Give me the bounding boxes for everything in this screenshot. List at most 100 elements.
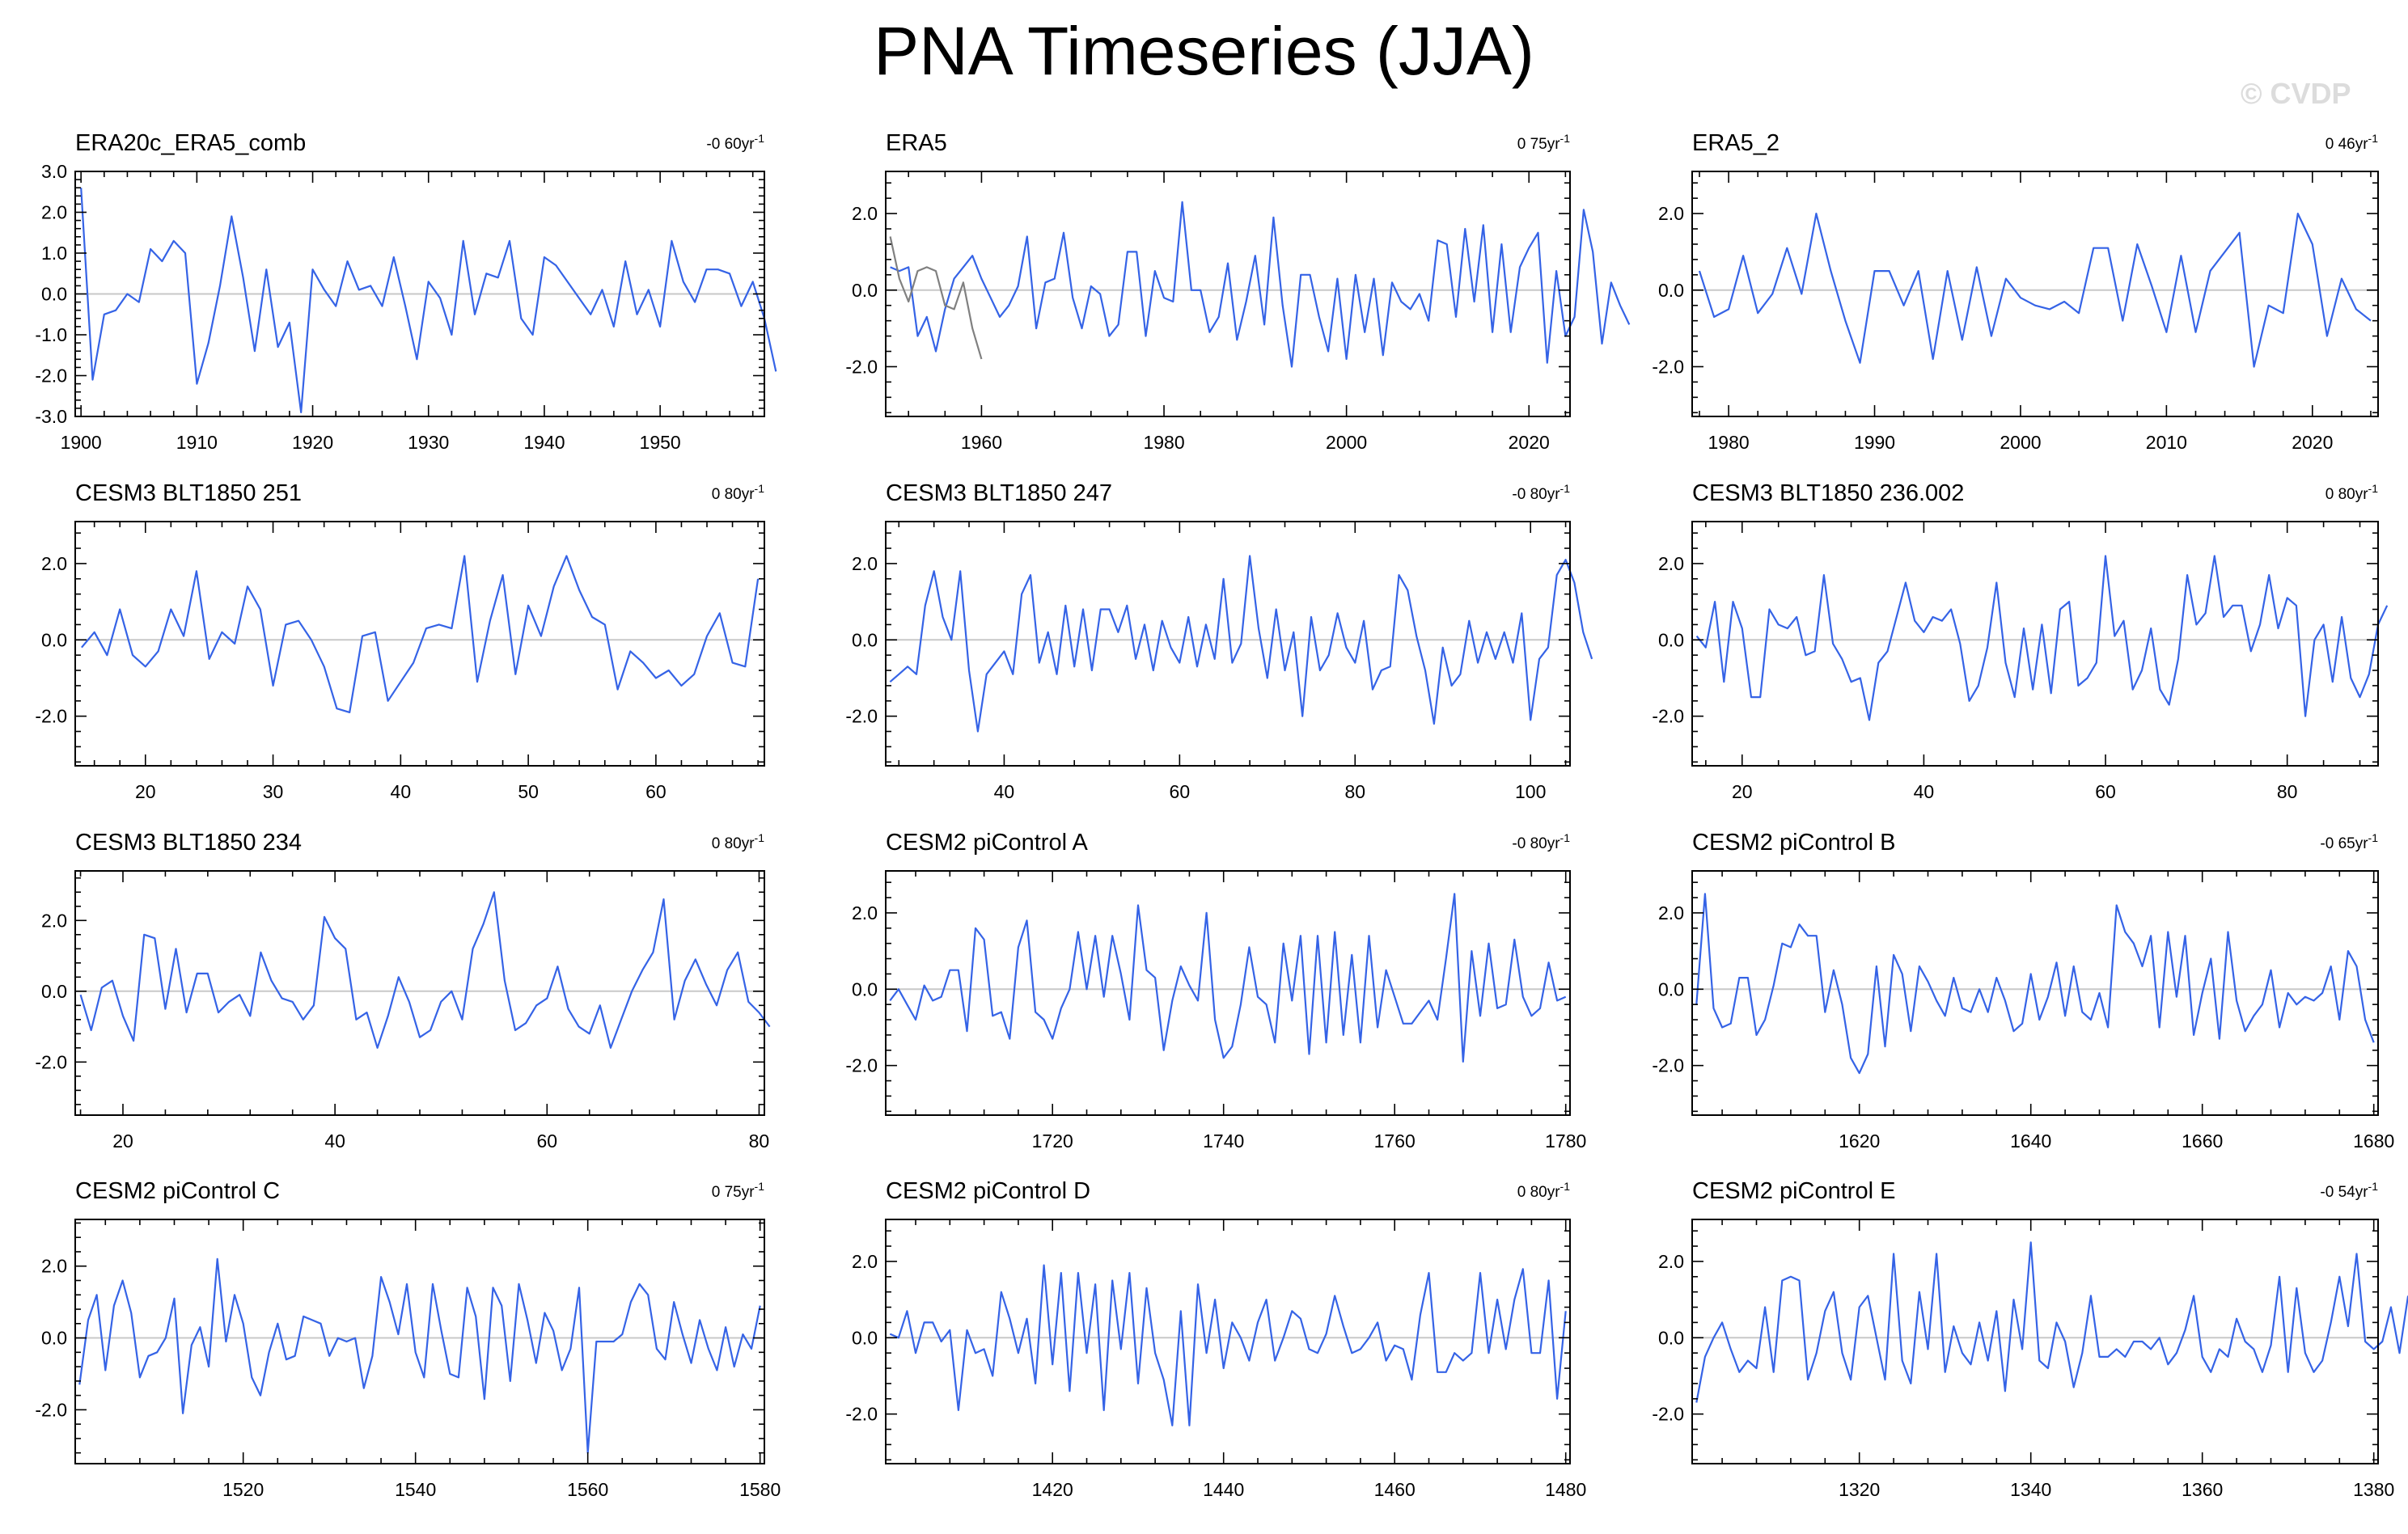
y-tick-label: 2.0: [852, 1251, 878, 1272]
trend-label: 0 75yr-1: [1517, 132, 1570, 153]
y-tick-label: -2.0: [845, 706, 878, 727]
x-tick-label: 1720: [1032, 1130, 1073, 1152]
y-tick-label: -2.0: [35, 1399, 67, 1420]
y-tick-label: 0.0: [1658, 280, 1684, 301]
trend-value: -0 80yr: [1512, 835, 1560, 852]
trend-value: -0 54yr: [2320, 1184, 2368, 1201]
x-tick-label: 1940: [523, 432, 565, 453]
panel-title: CESM3 BLT1850 247: [886, 480, 1112, 506]
x-tick-label: 1980: [1143, 432, 1184, 453]
plot-frame: [1691, 1219, 2379, 1464]
y-tick-label: 0.0: [41, 629, 67, 650]
page-title: PNA Timeseries (JJA): [874, 13, 1534, 89]
series-line: [78, 1257, 761, 1454]
x-tick-label: 1960: [961, 432, 1002, 453]
chart-panel-era5: 1960 1980 2000 2020 -2.0 0.0 2.0 ERA5 0 75yr-1: [845, 130, 1631, 453]
x-tick-label: 60: [536, 1130, 557, 1152]
series-line: [80, 188, 777, 413]
y-tick-label: 2.0: [41, 202, 67, 223]
y-tick-label: 0.0: [1658, 1327, 1684, 1348]
trend-value: 0 80yr: [2325, 486, 2368, 503]
y-tick-label: 0.0: [41, 284, 67, 305]
x-tick-label: 40: [1914, 781, 1935, 802]
trend-unit-exponent: -1: [755, 132, 765, 145]
panel-title: ERA5: [886, 130, 947, 156]
series-line: [890, 201, 1631, 368]
trend-value: -0 80yr: [1512, 486, 1560, 503]
trend-label: -0 80yr-1: [1512, 831, 1570, 852]
x-tick-label: 100: [1515, 781, 1546, 802]
series-line: [1695, 555, 2389, 721]
trend-unit-exponent: -1: [1560, 1180, 1571, 1193]
x-tick-label: 1360: [2182, 1479, 2223, 1500]
y-tick-label: 0.0: [41, 981, 67, 1002]
trend-label: -0 54yr-1: [2320, 1180, 2378, 1201]
series-line: [889, 1264, 1567, 1426]
x-tick-label: 20: [135, 781, 156, 802]
x-tick-label: 1660: [2182, 1130, 2223, 1152]
trend-unit-exponent: -1: [2368, 132, 2379, 145]
trend-value: 0 80yr: [712, 486, 755, 503]
panel-title: ERA20c_ERA5_comb: [75, 130, 306, 156]
y-tick-label: 0.0: [852, 280, 878, 301]
x-tick-label: 1380: [2353, 1479, 2394, 1500]
series-line: [889, 555, 1593, 733]
x-tick-label: 2020: [2292, 432, 2333, 453]
series-line: [81, 555, 760, 714]
x-tick-label: 1420: [1032, 1479, 1073, 1500]
trend-unit-exponent: -1: [755, 482, 765, 495]
x-tick-label: 60: [1170, 781, 1191, 802]
trend-unit-exponent: -1: [2368, 482, 2379, 495]
y-tick-label: -2.0: [1652, 356, 1684, 377]
x-tick-label: 1520: [222, 1479, 264, 1500]
panel-title: CESM2 piControl B: [1692, 830, 1895, 856]
x-tick-label: 1460: [1374, 1479, 1416, 1500]
y-tick-label: -2.0: [845, 1404, 878, 1425]
x-tick-label: 1780: [1545, 1130, 1586, 1152]
x-tick-label: 1580: [739, 1479, 781, 1500]
trend-value: 0 80yr: [712, 835, 755, 852]
trend-label: 0 80yr-1: [2325, 482, 2378, 503]
x-tick-label: 1340: [2010, 1479, 2051, 1500]
trend-label: 0 80yr-1: [712, 482, 764, 503]
plot-frame: [885, 1219, 1571, 1464]
trend-label: 0 80yr-1: [712, 831, 764, 852]
chart-panel-cesm2-picontrol-a: 1720 1740 1760 1780 -2.0 0.0 2.0 CESM2 piContro…: [845, 830, 1586, 1152]
x-tick-label: 80: [1344, 781, 1365, 802]
trend-value: 0 46yr: [2325, 136, 2368, 153]
panel-title: CESM2 piControl C: [75, 1178, 280, 1204]
y-tick-label: -3.0: [35, 406, 67, 427]
trend-value: 0 80yr: [1517, 1184, 1560, 1201]
trend-unit-exponent: -1: [1560, 132, 1571, 145]
x-tick-label: 1560: [567, 1479, 608, 1500]
panel-title: CESM2 piControl D: [886, 1178, 1090, 1204]
y-tick-label: 2.0: [1658, 203, 1684, 224]
y-tick-label: 2.0: [41, 1256, 67, 1277]
trend-label: 0 80yr-1: [1517, 1180, 1570, 1201]
x-tick-label: 1990: [1854, 432, 1895, 453]
chart-panel-cesm2-picontrol-c: 1520 1540 1560 1580 -2.0 0.0 2.0 CESM2 piContro…: [35, 1178, 781, 1500]
x-tick-label: 1910: [176, 432, 218, 453]
panel-title: CESM2 piControl E: [1692, 1178, 1895, 1204]
y-tick-label: 2.0: [1658, 1251, 1684, 1272]
x-tick-label: 1680: [2353, 1130, 2394, 1152]
chart-panel-cesm3-blt1850-234: 20 40 60 80 -2.0 0.0 2.0 CESM3 BLT1850 234 0 80y…: [35, 830, 771, 1152]
y-tick-label: 0.0: [41, 1328, 67, 1349]
y-tick-label: 2.0: [852, 203, 878, 224]
series-line: [1698, 213, 2372, 368]
x-tick-label: 1620: [1839, 1130, 1880, 1152]
plot-frame: [885, 521, 1571, 767]
chart-panel-cesm2-picontrol-d: 1420 1440 1460 1480 -2.0 0.0 2.0 CESM2 piContro…: [845, 1178, 1586, 1500]
x-tick-label: 1900: [61, 432, 102, 453]
x-tick-label: 1320: [1839, 1479, 1880, 1500]
x-tick-label: 80: [2277, 781, 2298, 802]
x-tick-label: 1920: [292, 432, 333, 453]
trend-label: -0 65yr-1: [2320, 831, 2378, 852]
x-tick-label: 1480: [1545, 1479, 1586, 1500]
x-tick-label: 2020: [1509, 432, 1550, 453]
x-tick-label: 40: [391, 781, 412, 802]
x-tick-label: 40: [324, 1130, 345, 1152]
trend-label: -0 80yr-1: [1512, 482, 1570, 503]
x-tick-label: 1440: [1203, 1479, 1244, 1500]
trend-value: 0 75yr: [712, 1184, 755, 1201]
